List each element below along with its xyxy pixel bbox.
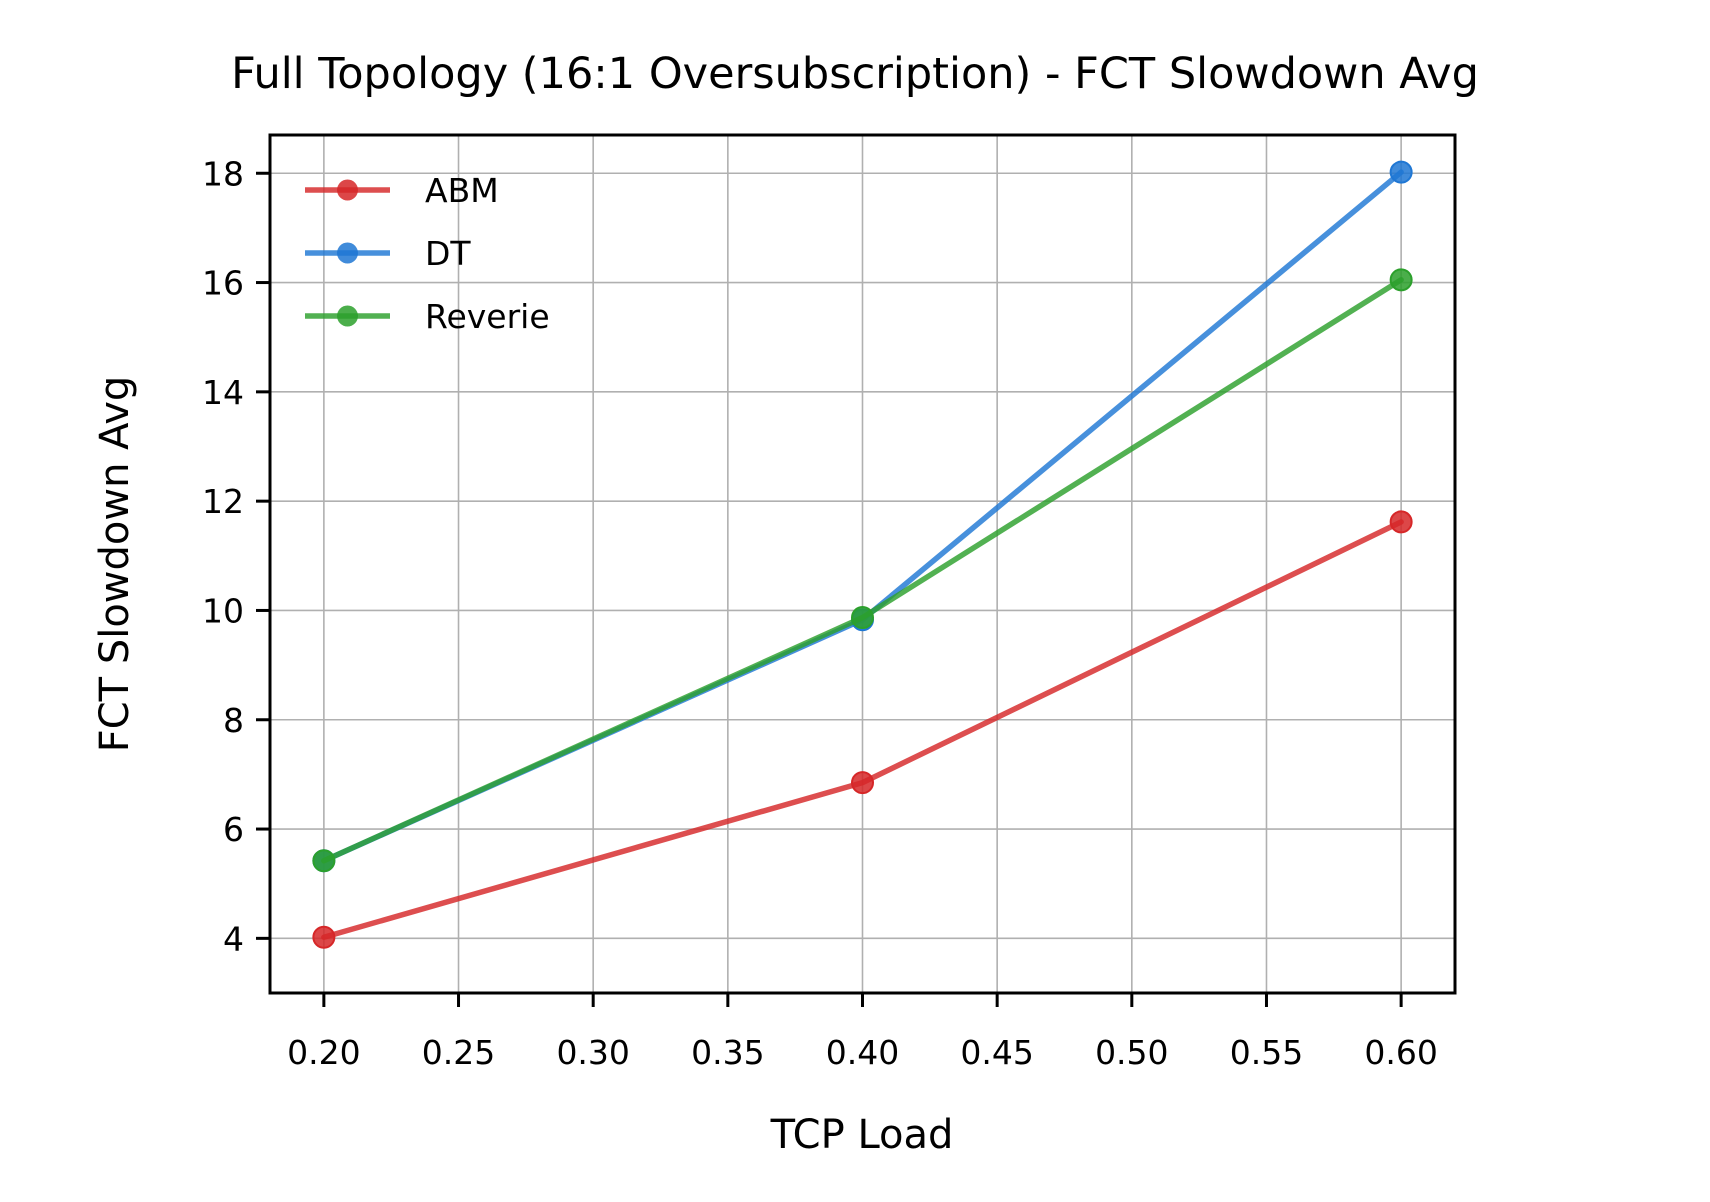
y-tick-label: 16 bbox=[202, 264, 244, 303]
x-axis-ticks: 0.20 0.25 0.30 0.35 0.40 0.45 0.50 0.55 0.60 bbox=[287, 993, 1438, 1072]
x-tick-label: 0.20 bbox=[287, 1033, 360, 1072]
x-tick-label: 0.45 bbox=[960, 1033, 1033, 1072]
x-tick-label: 0.40 bbox=[826, 1033, 899, 1072]
x-tick-label: 0.35 bbox=[691, 1033, 764, 1072]
series-layer bbox=[312, 160, 1413, 949]
legend-entry-abm: ABM bbox=[305, 171, 499, 210]
legend: ABM DT Reverie bbox=[305, 171, 550, 336]
legend-label: ABM bbox=[425, 171, 499, 210]
y-tick-label: 4 bbox=[223, 919, 244, 958]
legend-swatch-marker bbox=[337, 179, 358, 201]
legend-swatch-marker bbox=[337, 242, 358, 264]
x-tick-label: 0.60 bbox=[1364, 1033, 1437, 1072]
x-tick-label: 0.50 bbox=[1095, 1033, 1168, 1072]
series-reverie bbox=[312, 268, 1413, 873]
data-point-abm bbox=[851, 771, 874, 795]
y-tick-label: 10 bbox=[202, 591, 244, 630]
y-tick-label: 12 bbox=[202, 482, 244, 521]
data-point-reverie bbox=[851, 606, 874, 630]
legend-swatch-marker bbox=[337, 305, 358, 327]
data-point-abm bbox=[312, 925, 336, 949]
series-abm bbox=[312, 510, 1413, 949]
y-tick-label: 8 bbox=[223, 701, 244, 740]
x-tick-label: 0.30 bbox=[556, 1033, 629, 1072]
data-point-reverie bbox=[1389, 268, 1413, 292]
data-point-reverie bbox=[312, 849, 336, 873]
legend-label: Reverie bbox=[425, 297, 550, 336]
x-tick-label: 0.25 bbox=[422, 1033, 495, 1072]
y-tick-label: 6 bbox=[223, 810, 244, 849]
legend-label: DT bbox=[425, 234, 471, 273]
legend-entry-reverie: Reverie bbox=[305, 297, 550, 336]
y-axis-ticks: 4 6 8 10 12 14 16 18 bbox=[202, 154, 270, 958]
y-axis-label: FCT Slowdown Avg bbox=[92, 376, 138, 753]
legend-entry-dt: DT bbox=[305, 234, 471, 273]
y-tick-label: 18 bbox=[202, 154, 244, 193]
y-tick-label: 14 bbox=[202, 373, 244, 412]
x-axis-label: TCP Load bbox=[770, 1112, 954, 1158]
x-tick-label: 0.55 bbox=[1230, 1033, 1303, 1072]
data-point-dt bbox=[1389, 160, 1413, 184]
chart-title: Full Topology (16:1 Oversubscription) - … bbox=[231, 49, 1479, 99]
data-point-abm bbox=[1389, 510, 1413, 534]
